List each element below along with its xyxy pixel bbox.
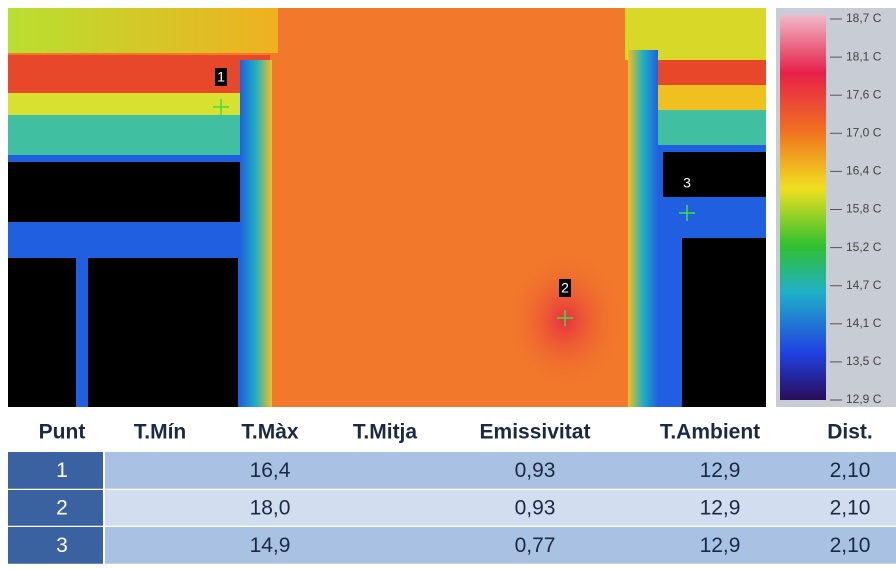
thermal-report: 18,7 C 18,1 C 17,6 C 17,0 C 16,4 C 15,8 C 15,2… bbox=[0, 0, 896, 564]
table-header: T.Mín bbox=[134, 421, 187, 444]
table-cell: 16,4 bbox=[250, 459, 291, 482]
table-cell: 0,93 bbox=[515, 497, 556, 520]
table-header: T.Mitja bbox=[353, 421, 417, 444]
table-cell: 2,10 bbox=[830, 497, 871, 520]
scale-label: 17,6 C bbox=[846, 87, 882, 101]
table-header: Emissivitat bbox=[480, 421, 591, 444]
table-cell: 12,9 bbox=[700, 534, 741, 557]
table-header: Punt bbox=[39, 421, 86, 444]
scale-label: 16,4 C bbox=[846, 164, 882, 178]
table-cell: 2 bbox=[56, 497, 68, 520]
point-label: 1 bbox=[217, 69, 225, 85]
table-cell: 2,10 bbox=[830, 459, 871, 482]
scale-label: 18,7 C bbox=[846, 11, 882, 25]
row-bg bbox=[105, 527, 896, 564]
table-header: T.Màx bbox=[241, 421, 299, 444]
thermal-image bbox=[8, 8, 766, 407]
scale-label: 15,2 C bbox=[846, 240, 882, 254]
table-cell: 0,93 bbox=[515, 459, 556, 482]
table-cell: 0,77 bbox=[515, 534, 556, 557]
scale-label: 14,1 C bbox=[846, 316, 882, 330]
table-cell: 3 bbox=[56, 534, 68, 557]
row-bg bbox=[105, 452, 896, 489]
table-cell: 1 bbox=[56, 459, 68, 482]
table-header: Dist. bbox=[827, 421, 873, 444]
table-cell: 14,9 bbox=[250, 534, 291, 557]
table-cell: 18,0 bbox=[250, 497, 291, 520]
row-bg bbox=[105, 490, 896, 526]
scale-label: 12,9 C bbox=[846, 392, 882, 406]
point-label: 2 bbox=[561, 280, 569, 296]
table-header: T.Ambient bbox=[660, 421, 760, 444]
table-cell: 2,10 bbox=[830, 534, 871, 557]
scale-label: 17,0 C bbox=[846, 125, 882, 139]
scale-label: 15,8 C bbox=[846, 202, 882, 216]
scale-label: 18,1 C bbox=[846, 49, 882, 63]
scale-label: 13,5 C bbox=[846, 354, 882, 368]
table-cell: 12,9 bbox=[700, 459, 741, 482]
scale-label: 14,7 C bbox=[846, 278, 882, 292]
point-label: 3 bbox=[683, 175, 691, 191]
table-cell: 12,9 bbox=[700, 497, 741, 520]
